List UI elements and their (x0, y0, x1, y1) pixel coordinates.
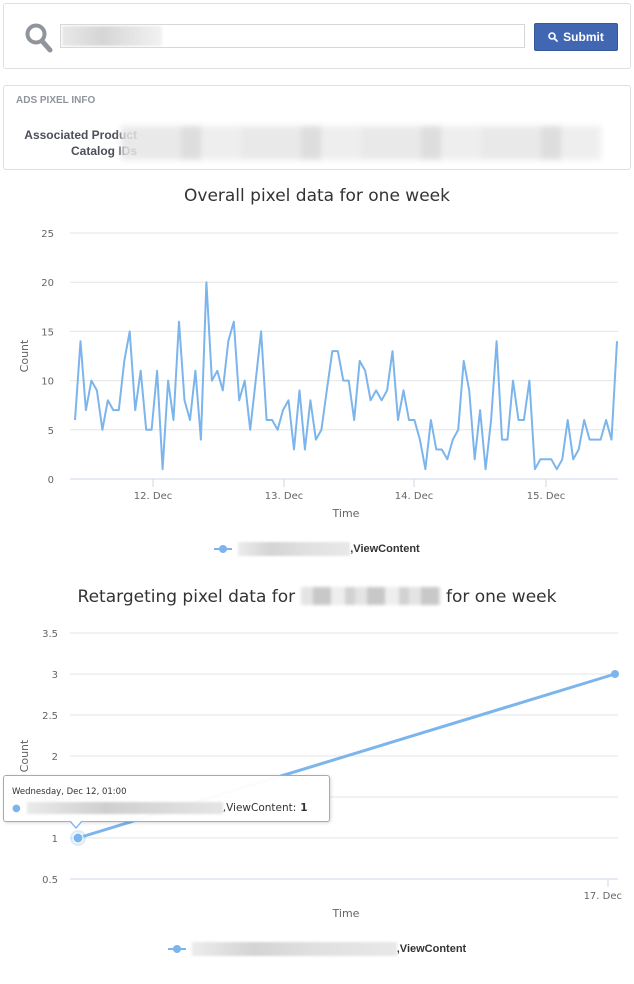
legend-marker-icon (214, 545, 233, 553)
redacted-catalog-ids (121, 126, 601, 160)
chart2-title-prefix: Retargeting pixel data for (77, 587, 296, 607)
search-input[interactable] (60, 24, 525, 48)
redacted-title-name (300, 587, 441, 605)
y-tick-label: 0 (48, 475, 54, 486)
y-tick-label: 1 (52, 834, 58, 845)
search-icon (25, 23, 53, 53)
x-tick-label: 14. Dec (395, 491, 433, 502)
y-axis-title: Count (18, 739, 31, 772)
x-axis-title: Time (332, 507, 360, 520)
legend1-suffix: ,ViewContent (350, 543, 420, 555)
x-tick-label: 13. Dec (265, 491, 303, 502)
redacted-legend-name (191, 942, 397, 956)
search-panel: Submit (3, 3, 631, 69)
chart1-title: Overall pixel data for one week (184, 186, 450, 206)
y-tick-label: 20 (41, 278, 54, 289)
x-tick-label: 12. Dec (134, 491, 172, 502)
x-tick-label: 15. Dec (527, 491, 565, 502)
catalog-label-line2: Catalog IDs (70, 144, 137, 158)
legend2-suffix: ,ViewContent (396, 943, 467, 955)
data-point[interactable] (611, 670, 619, 678)
y-tick-label: 3.5 (42, 629, 58, 640)
search-icon (548, 32, 559, 42)
ads-pixel-info-title: ADS PIXEL INFO (16, 95, 96, 106)
catalog-ids-label: Associated Product Catalog IDs (24, 127, 137, 159)
overall-pixel-chart: 0 5 10 15 20 25 12. Dec 13. Dec 14. Dec 15. Dec Ti… (18, 229, 618, 520)
redacted-series-name (26, 802, 223, 814)
redacted-search-value (62, 26, 162, 46)
chart2-legend[interactable]: ,ViewContent (0, 942, 634, 956)
y-tick-label: 3 (52, 670, 58, 681)
chart2-title-suffix: for one week (445, 587, 557, 607)
legend-marker-icon (167, 945, 186, 953)
y-tick-label: 10 (41, 377, 54, 388)
submit-label: Submit (563, 30, 604, 44)
y-tick-label: 0.5 (42, 875, 58, 886)
redacted-legend-name (238, 542, 351, 556)
tooltip-series-suffix: ,ViewContent: (222, 802, 297, 814)
tooltip-row: ● ,ViewContent: 1 (12, 802, 308, 814)
data-point[interactable] (72, 832, 84, 844)
tooltip-value: 1 (300, 802, 308, 814)
catalog-label-line1: Associated Product (24, 128, 137, 142)
submit-button[interactable]: Submit (534, 23, 618, 51)
x-axis-title: Time (332, 907, 360, 920)
y-tick-label: 25 (41, 229, 54, 240)
tooltip-header: Wednesday, Dec 12, 01:00 (12, 787, 127, 797)
chart2-tooltip: Wednesday, Dec 12, 01:00 ● ,ViewContent:… (3, 775, 330, 822)
x-tick-label: 17. Dec (584, 891, 622, 902)
series-line[interactable] (74, 281, 618, 471)
y-tick-label: 5 (48, 426, 54, 437)
y-axis-title: Count (18, 339, 31, 372)
y-tick-label: 15 (41, 327, 54, 338)
chart1-legend[interactable]: ,ViewContent (0, 542, 634, 556)
y-tick-label: 2 (52, 752, 58, 763)
ads-pixel-info-panel: ADS PIXEL INFO Associated Product Catalo… (3, 85, 631, 170)
series-dot-icon: ● (12, 802, 21, 814)
tooltip-arrow-inner (70, 820, 82, 827)
chart2-title: Retargeting pixel data for for one week (0, 587, 634, 607)
y-tick-label: 2.5 (42, 711, 58, 722)
